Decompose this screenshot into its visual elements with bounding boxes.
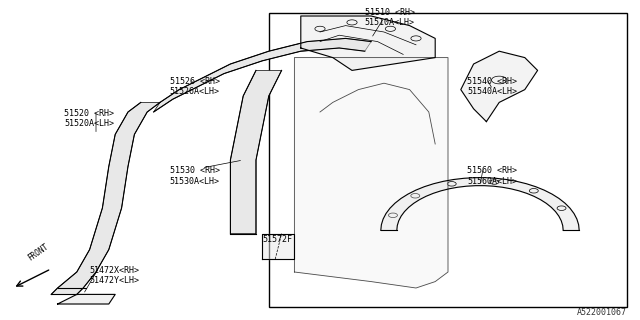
PathPatch shape xyxy=(230,70,282,234)
Text: FRONT: FRONT xyxy=(26,242,51,262)
Text: 51526 <RH>
51526A<LH>: 51526 <RH> 51526A<LH> xyxy=(170,77,220,96)
Bar xyxy=(269,13,627,307)
Polygon shape xyxy=(58,294,115,304)
Polygon shape xyxy=(461,51,538,122)
Text: 51540 <RH>
51540A<LH>: 51540 <RH> 51540A<LH> xyxy=(467,77,517,96)
Polygon shape xyxy=(262,234,294,259)
Text: 51530 <RH>
51530A<LH>: 51530 <RH> 51530A<LH> xyxy=(170,166,220,186)
Polygon shape xyxy=(294,58,448,288)
Polygon shape xyxy=(301,16,435,70)
Text: A522001067: A522001067 xyxy=(577,308,627,317)
Text: 51560 <RH>
51560A<LH>: 51560 <RH> 51560A<LH> xyxy=(467,166,517,186)
Text: 51520 <RH>
51520A<LH>: 51520 <RH> 51520A<LH> xyxy=(64,109,114,128)
PathPatch shape xyxy=(154,38,371,112)
Text: 51510 <RH>
51510A<LH>: 51510 <RH> 51510A<LH> xyxy=(365,8,415,28)
Polygon shape xyxy=(381,178,579,230)
Text: 51572F: 51572F xyxy=(262,235,292,244)
Text: 51472X<RH>
51472Y<LH>: 51472X<RH> 51472Y<LH> xyxy=(90,266,140,285)
PathPatch shape xyxy=(51,102,160,294)
